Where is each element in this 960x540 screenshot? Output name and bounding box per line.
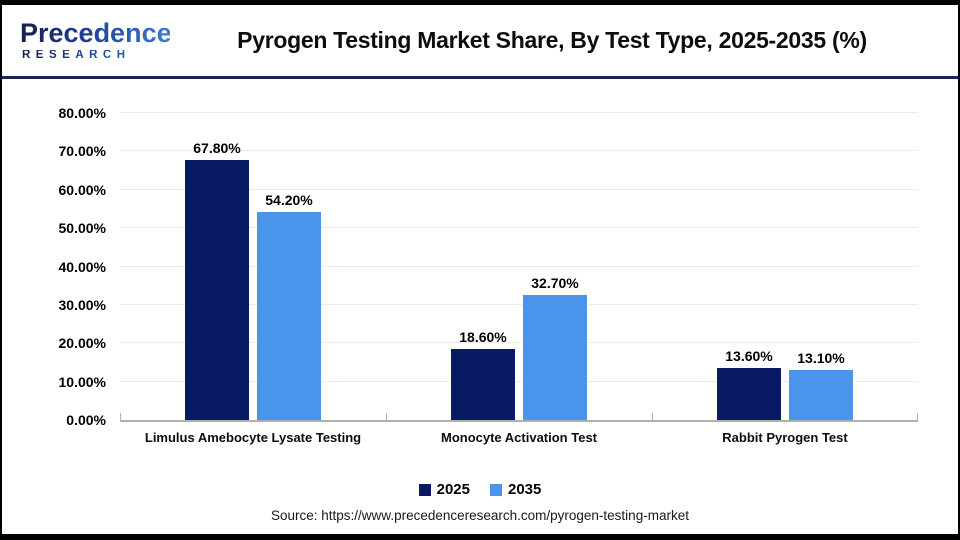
x-axis-category-label: Rabbit Pyrogen Test — [722, 430, 848, 445]
bar-with-label: 18.60% — [451, 113, 515, 420]
bar-with-label: 13.60% — [717, 113, 781, 420]
bar-2035 — [257, 212, 321, 420]
bar-value-label: 18.60% — [459, 328, 507, 345]
gridline — [120, 342, 918, 344]
bar-groups: 67.80% 54.20% Limulus Amebocyte Lysate Tes… — [120, 113, 918, 445]
gridline — [120, 303, 918, 305]
source-text: Source: https://www.precedenceresearch.c… — [271, 508, 689, 523]
x-axis-boundary-tick — [652, 413, 653, 420]
bar-value-label: 54.20% — [265, 192, 313, 209]
gridline — [120, 380, 918, 382]
bar-with-label: 32.70% — [523, 113, 587, 420]
x-axis-category-label: Monocyte Activation Test — [440, 430, 598, 445]
bar-group: 67.80% 54.20% Limulus Amebocyte Lysate Tes… — [120, 113, 386, 445]
legend-label: 2035 — [508, 481, 542, 498]
bar-2035 — [523, 294, 587, 420]
x-axis-boundary-tick — [385, 413, 387, 420]
bar-2025 — [185, 159, 249, 420]
bar-2035 — [789, 369, 853, 420]
bar-value-label: 67.80% — [193, 139, 241, 156]
chart-region: 0.00% 10.00% 20.00% 30.00% 40.00% 50.00% 60.00… — [2, 79, 958, 531]
bar-with-label: 54.20% — [257, 113, 321, 420]
bar-with-label: 67.80% — [185, 113, 249, 420]
legend-swatch-2025 — [418, 483, 431, 496]
gridline — [120, 188, 918, 190]
y-axis-tick-label: 40.00% — [58, 258, 106, 275]
y-axis-tick-label: 10.00% — [58, 373, 106, 390]
bar-2025 — [717, 367, 781, 420]
chart-legend: 2025 2035 — [2, 481, 958, 498]
bar-value-label: 13.10% — [797, 349, 845, 366]
page-title: Pyrogen Testing Market Share, By Test Ty… — [237, 27, 867, 53]
gridline — [120, 150, 918, 152]
y-axis-tick-label: 70.00% — [58, 143, 106, 160]
legend-item-2035: 2035 — [490, 481, 541, 498]
header: Precedence RESEARCH Pyrogen Testing Mark… — [2, 5, 958, 79]
gridline — [120, 227, 918, 229]
legend-item-2025: 2025 — [418, 481, 470, 498]
y-axis-tick-label: 80.00% — [58, 105, 106, 121]
legend-swatch-2035 — [490, 483, 502, 496]
bar-group: 13.60% 13.10% Rabbit Pyrogen Test — [652, 113, 918, 445]
gridline — [120, 265, 918, 267]
bar-2025 — [451, 348, 515, 420]
precedence-research-logo: Precedence RESEARCH — [20, 17, 172, 62]
bar-with-label: 13.10% — [789, 113, 853, 420]
y-axis-tick-label: 60.00% — [58, 181, 106, 198]
y-axis-tick-label: 50.00% — [58, 220, 106, 237]
y-axis-tick-label: 20.00% — [58, 335, 106, 352]
logo-wordmark: Precedence — [20, 17, 172, 48]
x-axis-boundary-tick — [120, 413, 121, 420]
gridline — [120, 112, 918, 113]
legend-label: 2025 — [436, 481, 470, 498]
logo-subtitle: RESEARCH — [20, 49, 170, 62]
bar-group: 18.60% 32.70% Monocyte Activation Test — [386, 113, 652, 445]
x-axis-boundary-tick — [917, 413, 918, 420]
x-axis-category-label: Limulus Amebocyte Lysate Testing — [144, 430, 362, 445]
bar-chart-plot-area: 0.00% 10.00% 20.00% 30.00% 40.00% 50.00% 60.00… — [59, 105, 918, 445]
y-axis-tick-label: 30.00% — [58, 296, 106, 313]
bar-value-label: 13.60% — [725, 347, 773, 364]
y-axis-tick-label: 0.00% — [66, 412, 106, 428]
bar-value-label: 32.70% — [531, 274, 579, 291]
